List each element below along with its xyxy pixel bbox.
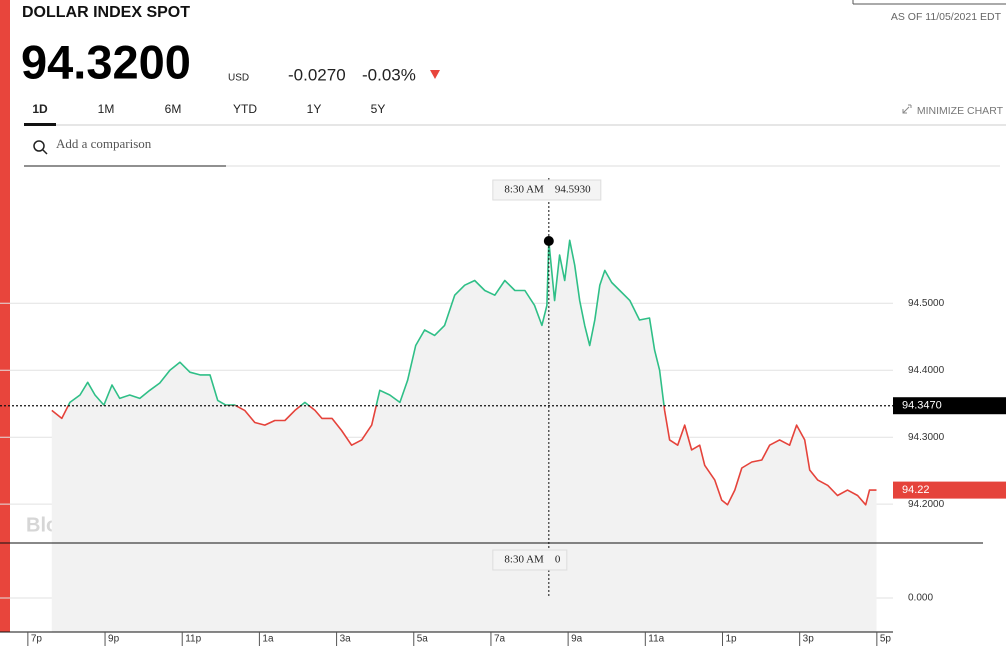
last-value-box: [893, 481, 1006, 499]
area: [51, 240, 877, 633]
search-icon: [42, 149, 48, 155]
minimize-button[interactable]: MINIMIZE CHART: [902, 104, 1004, 117]
search-icon: [33, 140, 45, 152]
crosshair-box: [492, 179, 602, 201]
volume-tick-label: 0.000: [908, 593, 933, 604]
minimize-icon: [902, 104, 912, 114]
crosshair-time: 8:30 AM: [504, 184, 544, 196]
crosshair-value: 94.5930: [555, 184, 591, 196]
y-tick-label: 94.5000: [908, 298, 945, 309]
y-tick-label: 94.2000: [908, 499, 945, 510]
range-tab[interactable]: 1M: [98, 102, 115, 116]
range-tab[interactable]: 6M: [165, 102, 182, 116]
y-tick-label: 94.3000: [908, 432, 945, 443]
comparison-placeholder[interactable]: Add a comparison: [56, 136, 152, 151]
volume-crosshair-time: 8:30 AM: [504, 554, 544, 566]
change-pct: -0.03%: [362, 65, 416, 84]
range-tab[interactable]: 5Y: [371, 102, 386, 116]
x-tick-label: 1a: [262, 634, 274, 645]
range-tab[interactable]: YTD: [233, 102, 257, 116]
comparison-input[interactable]: Add a comparison: [24, 136, 226, 167]
as-of: AS OF 11/05/2021 EDT: [891, 11, 1002, 23]
range-tab[interactable]: 1D: [32, 102, 48, 116]
x-tick-label: 7p: [31, 634, 43, 645]
x-tick-label: 11p: [185, 634, 201, 645]
minimize-label[interactable]: MINIMIZE CHART: [917, 105, 1004, 117]
price-line: [51, 239, 877, 506]
x-tick-label: 3p: [803, 634, 815, 645]
active-tab-underline: [24, 123, 56, 126]
x-tick-label: 7a: [494, 634, 506, 645]
x-tick-label: 5a: [417, 634, 429, 645]
x-tick-label: 1p: [725, 634, 737, 645]
change: -0.0270: [288, 65, 346, 84]
range-tabs: 1D 1M 6M YTD 1Y 5Y: [32, 102, 385, 116]
plot: BloombergMarkets94.500094.400094.300094.…: [0, 178, 1006, 646]
crosshair-dot: [543, 235, 554, 246]
accent-bar: [0, 0, 10, 632]
x-tick-label: 11a: [648, 634, 664, 645]
x-tick-label: 5p: [880, 634, 892, 645]
currency: USD: [228, 73, 249, 84]
x-tick-label: 3a: [340, 634, 352, 645]
price: 94.3200: [21, 35, 191, 88]
y-tick-label: 94.4000: [908, 365, 945, 376]
x-tick-label: 9a: [571, 634, 583, 645]
reference-box: [893, 397, 1006, 415]
down-arrow: [430, 70, 440, 79]
last-value-label: 94.22: [902, 484, 930, 496]
reference-label: 94.3470: [902, 400, 942, 412]
volume-crosshair-value: 0: [555, 554, 561, 566]
volume-crosshair-box: [492, 549, 568, 571]
range-tab[interactable]: 1Y: [307, 102, 322, 116]
title: DOLLAR INDEX SPOT: [22, 4, 190, 21]
x-tick-label: 9p: [108, 634, 120, 645]
